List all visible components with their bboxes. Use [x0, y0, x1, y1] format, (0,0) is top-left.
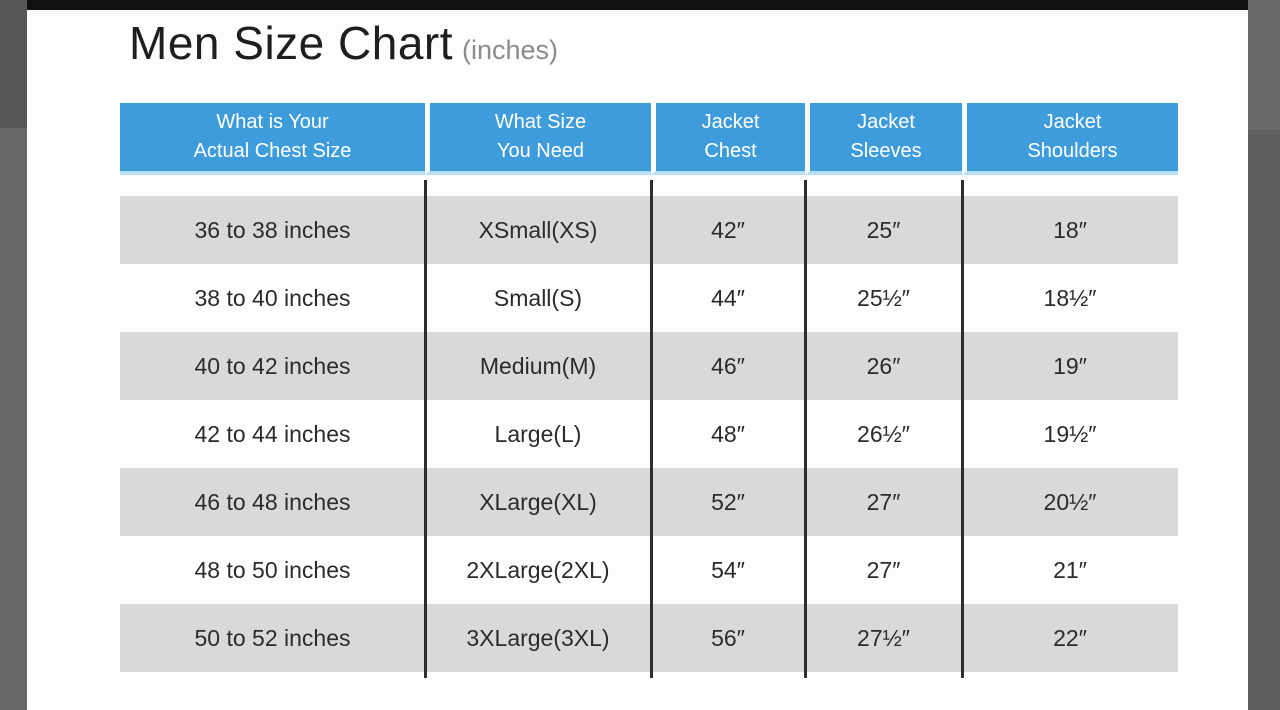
table-row: 40 to 42 inches Medium(M) 46″ 26″ 19″: [120, 332, 1178, 400]
page-title-suffix: (inches): [462, 35, 559, 65]
cell-jacket-chest: 54″: [711, 556, 745, 583]
letterbox-left-strip: [0, 0, 27, 710]
column-header-jacket-shoulders: Jacket Shoulders: [962, 103, 1178, 175]
table-row: 48 to 50 inches 2XLarge(2XL) 54″ 27″ 21″: [120, 536, 1178, 604]
table-row: 42 to 44 inches Large(L) 48″ 26½″ 19½″: [120, 400, 1178, 468]
header-line: You Need: [496, 140, 585, 162]
page-title: Men Size Chart (inches): [129, 16, 558, 70]
cell-jacket-chest: 46″: [711, 352, 745, 379]
cell-chest-size: 48 to 50 inches: [194, 556, 351, 583]
cell-jacket-shoulders: 19½″: [1043, 420, 1097, 447]
cell-chest-size: 50 to 52 inches: [194, 624, 351, 651]
cell-jacket-shoulders: 18″: [1053, 216, 1087, 243]
cell-jacket-shoulders: 18½″: [1043, 284, 1097, 311]
cell-jacket-chest: 44″: [711, 284, 745, 311]
page-title-text: Men Size Chart: [129, 17, 454, 69]
cell-chest-size: 46 to 48 inches: [194, 488, 351, 515]
cell-chest-size: 40 to 42 inches: [194, 352, 351, 379]
cell-size-needed: Small(S): [493, 284, 583, 311]
cell-jacket-sleeves: 26″: [866, 352, 901, 379]
letterbox-top-bar: [0, 0, 1280, 10]
cell-jacket-shoulders: 21″: [1053, 556, 1087, 583]
column-divider: [650, 180, 653, 678]
table-row: 46 to 48 inches XLarge(XL) 52″ 27″ 20½″: [120, 468, 1178, 536]
cell-jacket-sleeves: 26½″: [857, 420, 910, 447]
header-line: Shoulders: [1027, 140, 1118, 162]
cell-size-needed: XSmall(XS): [478, 216, 598, 243]
cell-jacket-sleeves: 25″: [866, 216, 901, 243]
header-line: What is Your: [216, 111, 329, 133]
header-line: Jacket: [701, 111, 760, 133]
cell-size-needed: 3XLarge(3XL): [466, 624, 610, 651]
table-row: 50 to 52 inches 3XLarge(3XL) 56″ 27½″ 22…: [120, 604, 1178, 672]
cell-jacket-shoulders: 20½″: [1043, 488, 1097, 515]
cell-chest-size: 36 to 38 inches: [194, 216, 351, 243]
column-header-chest-size: What is Your Actual Chest Size: [120, 103, 425, 175]
cell-jacket-chest: 56″: [711, 624, 745, 651]
cell-jacket-sleeves: 27½″: [857, 624, 910, 651]
table-row: 36 to 38 inches XSmall(XS) 42″ 25″ 18″: [120, 196, 1178, 264]
cell-size-needed: 2XLarge(2XL): [466, 556, 610, 583]
table-body: 36 to 38 inches XSmall(XS) 42″ 25″ 18″ 3…: [120, 180, 1178, 678]
cell-jacket-sleeves: 27″: [866, 556, 901, 583]
table-header-row: What is Your Actual Chest Size What Size…: [120, 103, 1178, 175]
cell-jacket-sleeves: 25½″: [857, 284, 910, 311]
header-line: Chest: [704, 140, 757, 162]
size-chart-table: What is Your Actual Chest Size What Size…: [120, 103, 1178, 678]
cell-jacket-shoulders: 22″: [1053, 624, 1087, 651]
cell-jacket-chest: 48″: [711, 420, 745, 447]
header-line: Sleeves: [850, 140, 922, 162]
cell-jacket-sleeves: 27″: [866, 488, 901, 515]
header-line: Jacket: [857, 111, 915, 133]
cell-jacket-chest: 52″: [711, 488, 745, 515]
cell-size-needed: XLarge(XL): [479, 488, 597, 515]
header-line: Jacket: [1043, 111, 1102, 133]
cell-chest-size: 38 to 40 inches: [194, 284, 351, 311]
cell-size-needed: Medium(M): [479, 352, 597, 379]
cell-jacket-shoulders: 19″: [1053, 352, 1087, 379]
column-header-jacket-sleeves: Jacket Sleeves: [805, 103, 962, 175]
column-divider: [961, 180, 964, 678]
column-header-jacket-chest: Jacket Chest: [651, 103, 805, 175]
cell-size-needed: Large(L): [494, 420, 582, 447]
table-row: 38 to 40 inches Small(S) 44″ 25½″ 18½″: [120, 264, 1178, 332]
letterbox-right-strip: [1248, 0, 1280, 710]
column-divider: [804, 180, 807, 678]
header-line: Actual Chest Size: [193, 140, 352, 162]
cell-jacket-chest: 42″: [711, 216, 745, 243]
column-header-size-needed: What Size You Need: [425, 103, 651, 175]
cell-chest-size: 42 to 44 inches: [194, 420, 351, 447]
column-divider: [424, 180, 427, 678]
header-line: What Size: [494, 111, 587, 133]
